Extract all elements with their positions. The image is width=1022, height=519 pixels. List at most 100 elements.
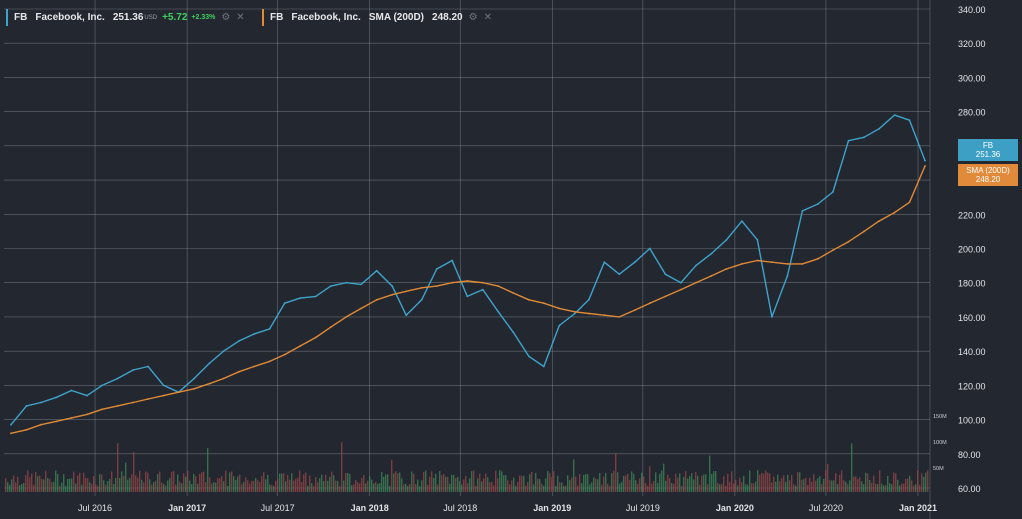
fb-price-point [725,239,728,241]
volume-bar [5,478,7,492]
sma-point [116,405,119,407]
volume-bar [635,480,637,492]
volume-bar [713,471,715,492]
volume-bar [615,453,617,492]
volume-bar [605,472,607,492]
sma-point [314,336,317,339]
volume-bar [503,475,505,492]
volume-bar [179,481,181,492]
volume-bar [551,477,553,492]
volume-bar [755,481,757,492]
sma-point [648,302,651,305]
legend-fb-ticker: FB [14,12,28,23]
volume-bar [785,481,787,492]
volume-bar [655,472,657,492]
sma-point [360,307,363,310]
fb-price-point [314,295,317,298]
volume-bar [681,485,683,492]
fb-price-point [283,302,286,305]
y-tick-label: 200.00 [958,245,986,255]
fb-price-point [481,288,484,291]
sma-point [633,309,636,311]
sma-point [420,286,423,289]
volume-bar [705,474,707,492]
volume-bar [859,477,861,492]
volume-bar [107,481,109,492]
volume-bar [797,472,799,492]
sma-point [924,165,926,167]
legend-sma-indicator: SMA (200D) [368,12,425,23]
settings-icon[interactable]: ⚙ [221,12,231,23]
volume-bar [863,484,865,492]
volume-bar [499,470,501,492]
legend-sma-color [262,9,264,26]
volume-bar [537,478,539,492]
fb-price-point [497,310,500,313]
sma-point [756,259,759,262]
volume-bar [415,484,417,492]
volume-bar [771,482,773,492]
settings-icon[interactable]: ⚙ [468,12,478,23]
y-axis-labels: 340.00320.00300.00280.00260.00240.00220.… [958,5,986,494]
volume-bar [857,478,859,492]
volume-bar [783,475,785,492]
volume-bar [209,477,211,492]
volume-bar [263,472,265,492]
fb-price-point [648,247,651,250]
volume-bar [39,475,41,492]
volume-bar [645,483,647,492]
volume-bar [105,484,107,492]
close-icon[interactable]: ✕ [236,12,245,23]
volume-bar [41,478,43,492]
volume-bar [355,479,357,492]
sma-point [55,420,58,423]
volume-bar [187,470,189,492]
volume-bar [867,473,869,492]
volume-bar [391,459,393,492]
volume-bar [585,474,587,492]
volume-bar [813,474,815,492]
volume-bar [87,478,89,492]
volume-bar [729,481,731,492]
volume-bar [403,484,405,492]
volume-bar [283,473,285,492]
y-tick-label: 300.00 [958,73,986,83]
volume-bar [241,484,243,492]
volume-bar [631,471,633,492]
volume-bar [25,475,27,492]
volume-bar [469,478,471,492]
volume-bar [663,463,665,492]
volume-bar [497,478,499,492]
sma-point [786,263,789,265]
volume-bar [439,471,441,492]
sma-point [863,230,865,233]
volume-bar [707,484,709,492]
fb-price-point [391,285,394,287]
legend-fb[interactable]: FB Facebook, Inc. 251.36 USD +5.72 +2.33… [6,9,245,26]
volume-bar [727,473,729,492]
volume-bar [375,482,377,492]
legend-fb-name: Facebook, Inc. [35,12,105,23]
x-tick-label: Jan 2018 [351,503,389,513]
sma-point [345,316,348,318]
volume-bar [669,477,671,492]
volume-bar [235,480,237,492]
volume-bar [689,476,691,492]
volume-bar [919,484,921,492]
volume-bar [501,471,503,492]
volume-bar [653,480,655,492]
volume-bar [817,478,819,492]
close-icon[interactable]: ✕ [483,12,492,23]
volume-bar [229,472,231,492]
legend-sma[interactable]: FB Facebook, Inc. SMA (200D) 248.20 ⚙ ✕ [262,9,492,26]
volume-bar [911,480,913,492]
volume-bar [265,479,267,492]
volume-bar [361,478,363,492]
sma-point [573,310,576,313]
volume-bar [791,474,793,492]
volume-bar [85,478,87,492]
volume-bar [407,485,409,492]
sma-point [375,298,378,301]
volume-bar [91,483,93,492]
